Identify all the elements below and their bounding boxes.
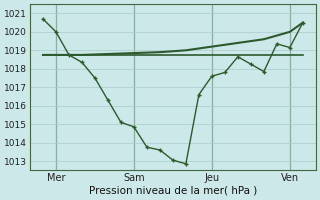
X-axis label: Pression niveau de la mer( hPa ): Pression niveau de la mer( hPa ) [89,186,257,196]
